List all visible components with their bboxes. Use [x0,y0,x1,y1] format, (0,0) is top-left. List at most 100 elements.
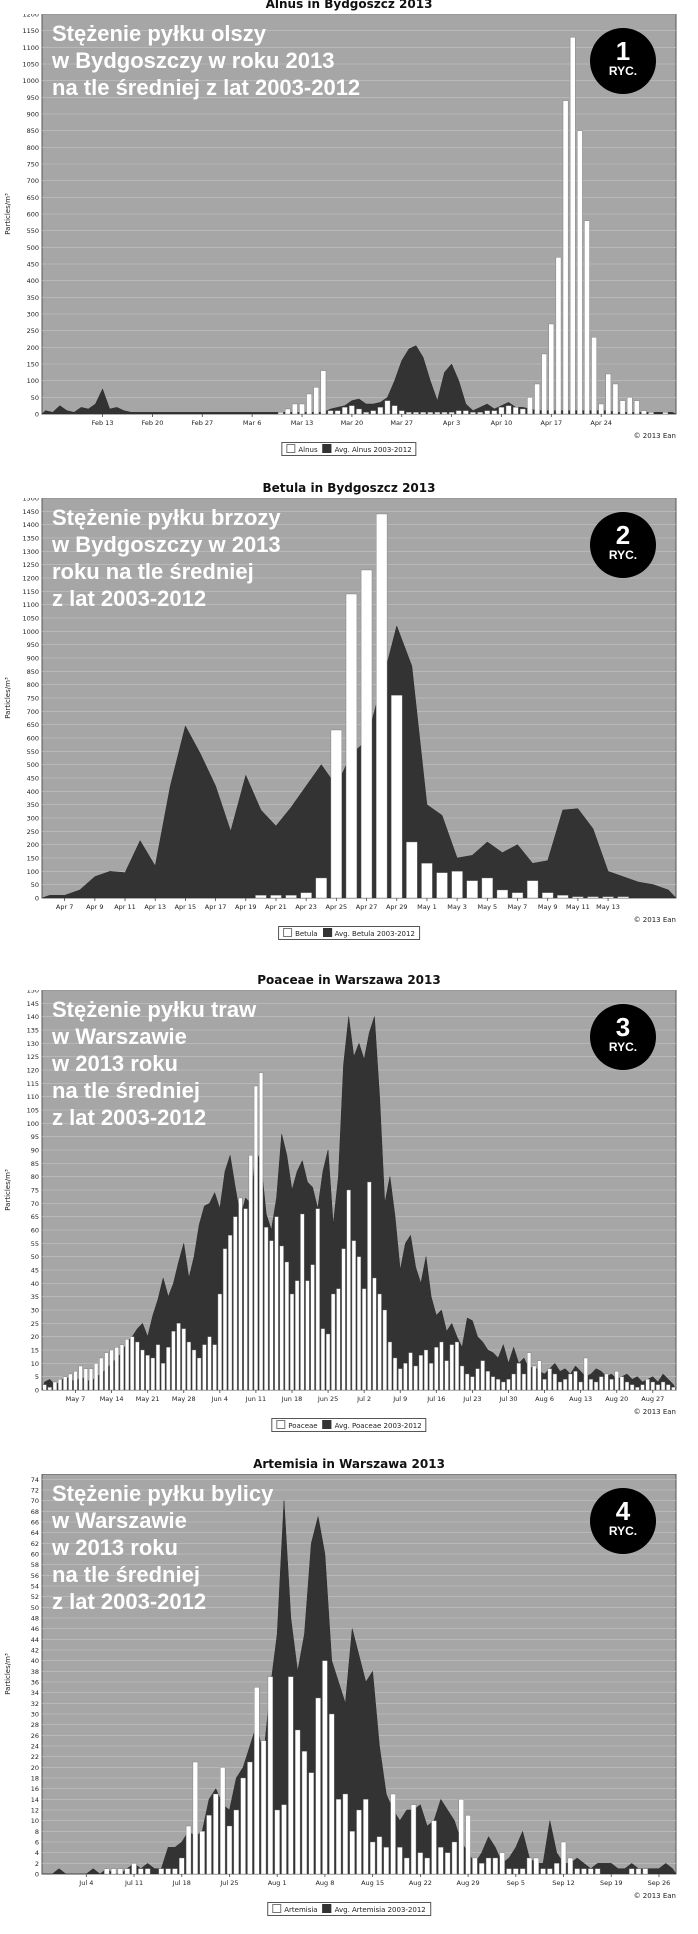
badge-number: 3 [615,1012,631,1042]
x-tick-label: Apr 10 [491,419,513,427]
bar [577,130,583,415]
bar [642,1868,648,1875]
bar [83,1368,88,1391]
bar [322,1660,328,1875]
y-tick-label: 70 [31,1200,39,1208]
bar [206,1815,212,1875]
bar [568,1373,573,1391]
y-tick-label: 28 [31,1721,39,1729]
bar [527,1352,532,1391]
bar [418,1355,423,1391]
bar [285,895,297,899]
y-tick-label: 850 [27,127,39,135]
y-tick-label: 20 [31,1764,39,1772]
overlay-caption-line: na tle średniej [52,1562,200,1587]
bar [315,877,327,899]
y-tick-label: 100 [27,377,39,385]
bar [617,896,629,899]
y-tick-label: 38 [31,1668,39,1676]
bar [477,412,483,415]
y-tick-label: 46 [31,1625,39,1633]
bar [269,1240,274,1391]
y-tick-label: 1150 [22,27,39,35]
y-tick-label: 55 [31,1240,39,1248]
bar [640,1384,645,1391]
bar [288,1676,294,1875]
y-tick-label: 550 [27,748,39,756]
overlay-caption: Stężenie pyłku traw w Warszawie w 2013 rok… [52,996,256,1131]
y-tick-label: 60 [31,1551,39,1559]
x-tick-label: Sep 5 [507,1879,525,1887]
bar [255,895,267,899]
bar [176,1323,181,1391]
bar [191,1349,197,1391]
bar [547,1368,552,1391]
bar [334,410,341,415]
x-tick-label: Aug 8 [315,1879,334,1887]
bar [376,513,388,899]
y-tick-label: 40 [31,1280,39,1288]
bar [155,1344,161,1391]
bar [243,1208,248,1391]
x-tick-label: Jun 4 [211,1395,228,1403]
bar [281,1804,287,1875]
y-tick-label: 60 [31,1227,39,1235]
bar [583,1357,588,1391]
x-tick-label: Jul 23 [462,1395,481,1403]
x-tick-label: Apr 17 [541,419,563,427]
bar [505,405,512,415]
bar [135,1341,140,1391]
chart-title: Betula in Bydgoszcz 2013 [262,481,436,495]
bar [384,400,391,415]
x-tick-label: Aug 20 [605,1395,628,1403]
y-tick-label: 4 [35,1849,39,1857]
legend-label-current: Poaceae [288,1422,318,1430]
bar [438,1847,444,1875]
bar [294,1729,301,1875]
bar [391,405,398,415]
bar [485,1371,490,1391]
bar [57,1379,63,1391]
overlay-caption: Stężenie pyłku brzozy w Bydgoszczy w 2013… [52,504,281,612]
legend-label-average: Avg. Artemisia 2003-2012 [334,1906,426,1914]
bar [212,1344,217,1391]
bar [320,1328,325,1391]
y-tick-label: 85 [31,1160,39,1168]
bar [138,1868,144,1875]
x-tick-label: Jun 11 [245,1395,267,1403]
bar [408,1352,413,1391]
bar [329,1713,335,1875]
bar [346,1189,351,1391]
bar [519,1868,526,1875]
x-tick-label: Apr 11 [114,903,136,911]
legend-swatch-current [272,1904,282,1913]
y-tick-label: 500 [27,761,39,769]
x-tick-label: Apr 9 [86,903,103,911]
bar [612,383,619,415]
bar [496,1379,501,1391]
x-tick-label: Apr 27 [356,903,378,911]
legend-swatch-average [322,444,332,453]
bar [345,593,358,899]
bar [629,1868,635,1875]
y-tick-label: 650 [27,721,39,729]
bar [387,1341,392,1391]
y-tick-label: 0 [35,895,39,903]
bar [199,1831,205,1875]
x-tick-label: May 5 [477,903,497,911]
bar [465,1373,470,1391]
y-tick-label: 300 [27,311,39,319]
bar [78,1365,83,1391]
copyright-note: © 2013 Ean [633,916,676,924]
chart-svg: 0 5 10 15 20 25 30 35 40 45 50 55 60 65 70 75 80 85 90 95 10… [4,990,677,1403]
bar [254,1687,260,1875]
x-tick-label: May 13 [596,903,620,911]
x-tick-label: Apr 7 [56,903,73,911]
bar [403,1363,408,1391]
bar [555,257,562,415]
y-tick-label: 110 [27,1093,39,1101]
bar [554,1863,560,1875]
